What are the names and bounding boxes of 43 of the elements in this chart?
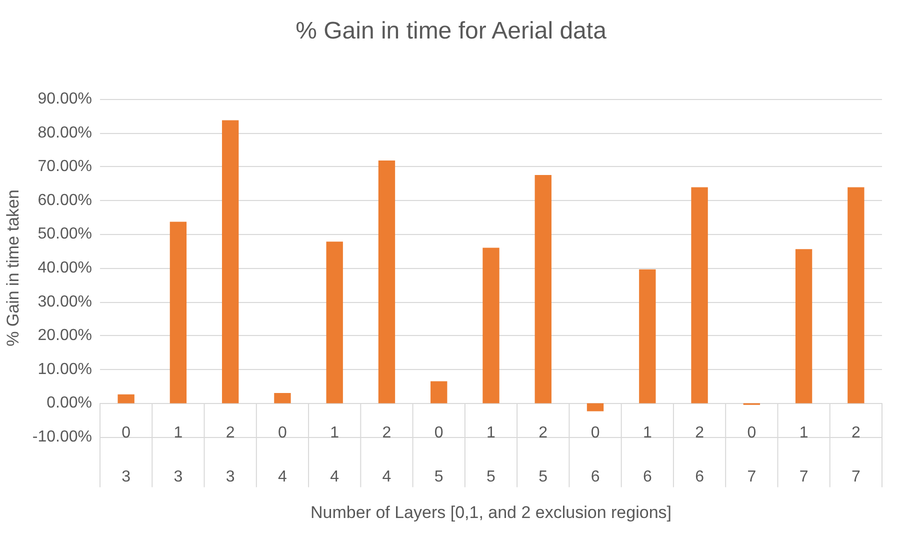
y-axis-title: % Gain in time taken	[4, 190, 23, 346]
category-label: 2 3	[226, 424, 235, 486]
y-tick-label: 0.00%	[46, 394, 92, 412]
bar	[430, 381, 448, 404]
category-label: 0 3	[122, 424, 131, 486]
y-tick-label: 70.00%	[38, 158, 92, 176]
category-label: 0 7	[747, 424, 756, 486]
bar	[118, 394, 134, 404]
y-tick-label: -10.00%	[32, 428, 92, 446]
y-tick-label: 50.00%	[38, 226, 92, 243]
bar	[848, 187, 864, 404]
bar	[222, 120, 239, 404]
category-label: 1 5	[486, 424, 496, 486]
category-label: 1 4	[330, 424, 340, 486]
category-label: 0 6	[590, 424, 600, 486]
bar	[639, 269, 656, 404]
category-label: 2 7	[851, 424, 860, 486]
bar	[534, 175, 552, 404]
category-label: 2 5	[538, 424, 548, 486]
bar	[274, 393, 291, 404]
y-tick-label: 60.00%	[38, 192, 92, 209]
y-tick-label: 40.00%	[38, 260, 92, 276]
bar	[482, 248, 500, 404]
y-tick-label: 30.00%	[38, 293, 92, 310]
category-label: 0 5	[434, 424, 444, 486]
bar	[170, 222, 187, 404]
category-label: 2 6	[695, 424, 704, 486]
y-tick-label: 90.00%	[38, 90, 92, 108]
x-axis-title: Number of Layers [0,1, and 2 exclusion regions]	[310, 502, 672, 522]
category-label: 1 3	[174, 424, 183, 486]
category-label: 0 4	[278, 424, 287, 486]
y-tick-label: 10.00%	[38, 360, 92, 378]
bar	[586, 403, 604, 412]
category-label: 2 4	[382, 424, 392, 486]
category-label: 1 6	[642, 424, 652, 486]
y-tick-label: 20.00%	[38, 327, 92, 344]
bar	[795, 249, 812, 404]
bar	[378, 160, 396, 404]
bar	[326, 242, 343, 404]
category-label: 1 7	[799, 424, 808, 486]
bar	[691, 187, 708, 404]
chart-title: % Gain in time for Aerial data	[296, 18, 608, 44]
y-tick-label: 80.00%	[38, 124, 92, 142]
